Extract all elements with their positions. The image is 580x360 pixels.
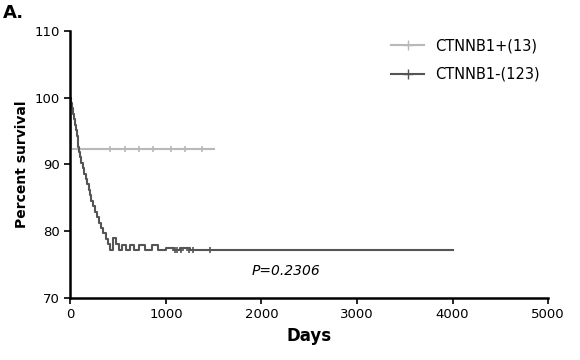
Legend: CTNNB1+(13), CTNNB1-(123): CTNNB1+(13), CTNNB1-(123) <box>386 33 546 87</box>
Text: A.: A. <box>3 4 24 22</box>
Text: P=0.2306: P=0.2306 <box>252 264 321 278</box>
Y-axis label: Percent survival: Percent survival <box>15 101 29 228</box>
X-axis label: Days: Days <box>287 327 332 345</box>
